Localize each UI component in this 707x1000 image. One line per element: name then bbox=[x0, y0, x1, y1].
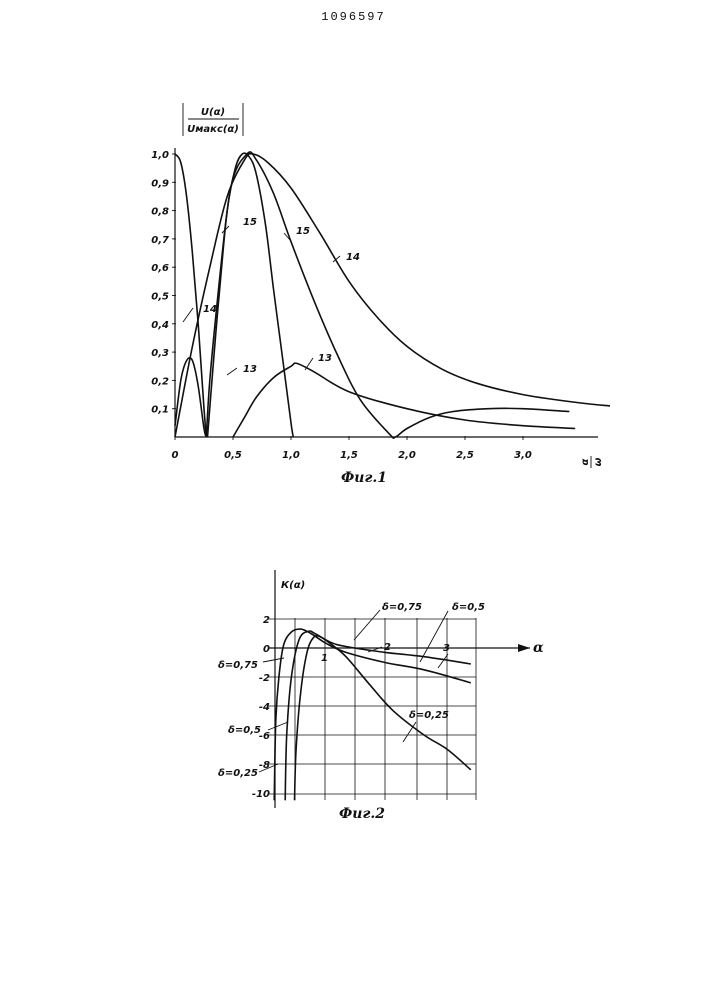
curve-label: 15 bbox=[243, 217, 257, 228]
y-tick-label: 0,4 bbox=[151, 320, 169, 331]
curve-label: δ=0,25 bbox=[218, 768, 258, 779]
x-tick-label: 0 bbox=[172, 450, 179, 461]
curve-label-leader bbox=[183, 308, 193, 322]
curve-1 bbox=[175, 154, 610, 437]
curve-label: δ=0,75 bbox=[218, 660, 258, 671]
x-tick-label: 2,0 bbox=[398, 450, 416, 461]
curve-label-leader bbox=[263, 658, 284, 662]
x-tick-label: 1,0 bbox=[282, 450, 300, 461]
curve-label: 2 bbox=[384, 642, 391, 653]
curve-label-leader bbox=[438, 654, 448, 668]
y-tick-label: 0,9 bbox=[151, 178, 169, 189]
y-tick-label: 2 bbox=[263, 615, 270, 626]
y-axis-label-denominator: Uмакс(α) bbox=[187, 124, 239, 135]
x-axis-label-top: α bbox=[580, 458, 591, 465]
curve-label-leader bbox=[403, 722, 416, 742]
y-tick-label: 0,7 bbox=[151, 235, 169, 246]
y-tick-label: 0,5 bbox=[151, 292, 169, 303]
curve-label: 3 bbox=[443, 643, 450, 654]
x-axis-arrow bbox=[518, 644, 530, 652]
curve-label-leader bbox=[368, 647, 382, 652]
y-axis-label: К(α) bbox=[281, 580, 305, 591]
x-tick-label: 1,5 bbox=[340, 450, 358, 461]
curve-label: δ=0,25 bbox=[409, 710, 449, 721]
curve-label: 13 bbox=[243, 364, 257, 375]
x-tick-label: 3,0 bbox=[514, 450, 532, 461]
y-axis-label-numerator: U(α) bbox=[201, 107, 225, 118]
y-tick-label: 0,6 bbox=[151, 263, 169, 274]
curve-label-leader bbox=[420, 611, 448, 662]
y-tick-label: 0,2 bbox=[151, 376, 169, 387]
x-axis-label-bottom: ω bbox=[593, 457, 604, 466]
curve-3 bbox=[295, 636, 471, 801]
curve-2 bbox=[285, 631, 471, 800]
curve-label-leader bbox=[268, 722, 288, 730]
curve-label: 14 bbox=[203, 304, 217, 315]
y-tick-label: -6 bbox=[259, 731, 270, 742]
y-tick-label: -4 bbox=[259, 702, 270, 713]
curve-1 bbox=[274, 629, 471, 800]
curve-label: 13 bbox=[318, 353, 332, 364]
curve-2 bbox=[208, 152, 570, 438]
curve-label-leader bbox=[259, 764, 278, 772]
y-tick-label: 0,8 bbox=[151, 207, 169, 218]
y-tick-label: 1,0 bbox=[151, 150, 169, 161]
curve-label-leader bbox=[227, 368, 237, 375]
curve-5 bbox=[175, 154, 206, 437]
curve-label: δ=0,75 bbox=[382, 602, 422, 613]
curve-label: 1 bbox=[321, 653, 328, 664]
y-tick-label: -2 bbox=[259, 673, 270, 684]
x-tick-label: 2,5 bbox=[456, 450, 474, 461]
figure-2-caption: Фиг.2 bbox=[339, 806, 385, 822]
x-tick-label: 0,5 bbox=[224, 450, 242, 461]
curve-label: 15 bbox=[296, 226, 310, 237]
y-tick-label: -8 bbox=[259, 760, 270, 771]
y-tick-label: 0 bbox=[263, 644, 270, 655]
y-tick-label: -10 bbox=[252, 789, 270, 800]
x-axis-label: αω bbox=[580, 456, 604, 468]
curve-label-leader bbox=[354, 610, 380, 640]
x-axis-label: α bbox=[533, 640, 544, 656]
figure-1-caption: Фиг.1 bbox=[341, 470, 387, 486]
y-tick-label: 0,3 bbox=[151, 348, 169, 359]
y-tick-label: 0,1 bbox=[151, 405, 169, 416]
figure-1-chart: 0,1 0,2 0,3 0,4 0,5 0,6 0,7 0,8 0,9 1,0 0 0,5 1,0 1,5… bbox=[0, 0, 707, 520]
curve-label: δ=0,5 bbox=[452, 602, 485, 613]
curve-label: 14 bbox=[346, 252, 360, 263]
curve-label: δ=0,5 bbox=[228, 725, 261, 736]
